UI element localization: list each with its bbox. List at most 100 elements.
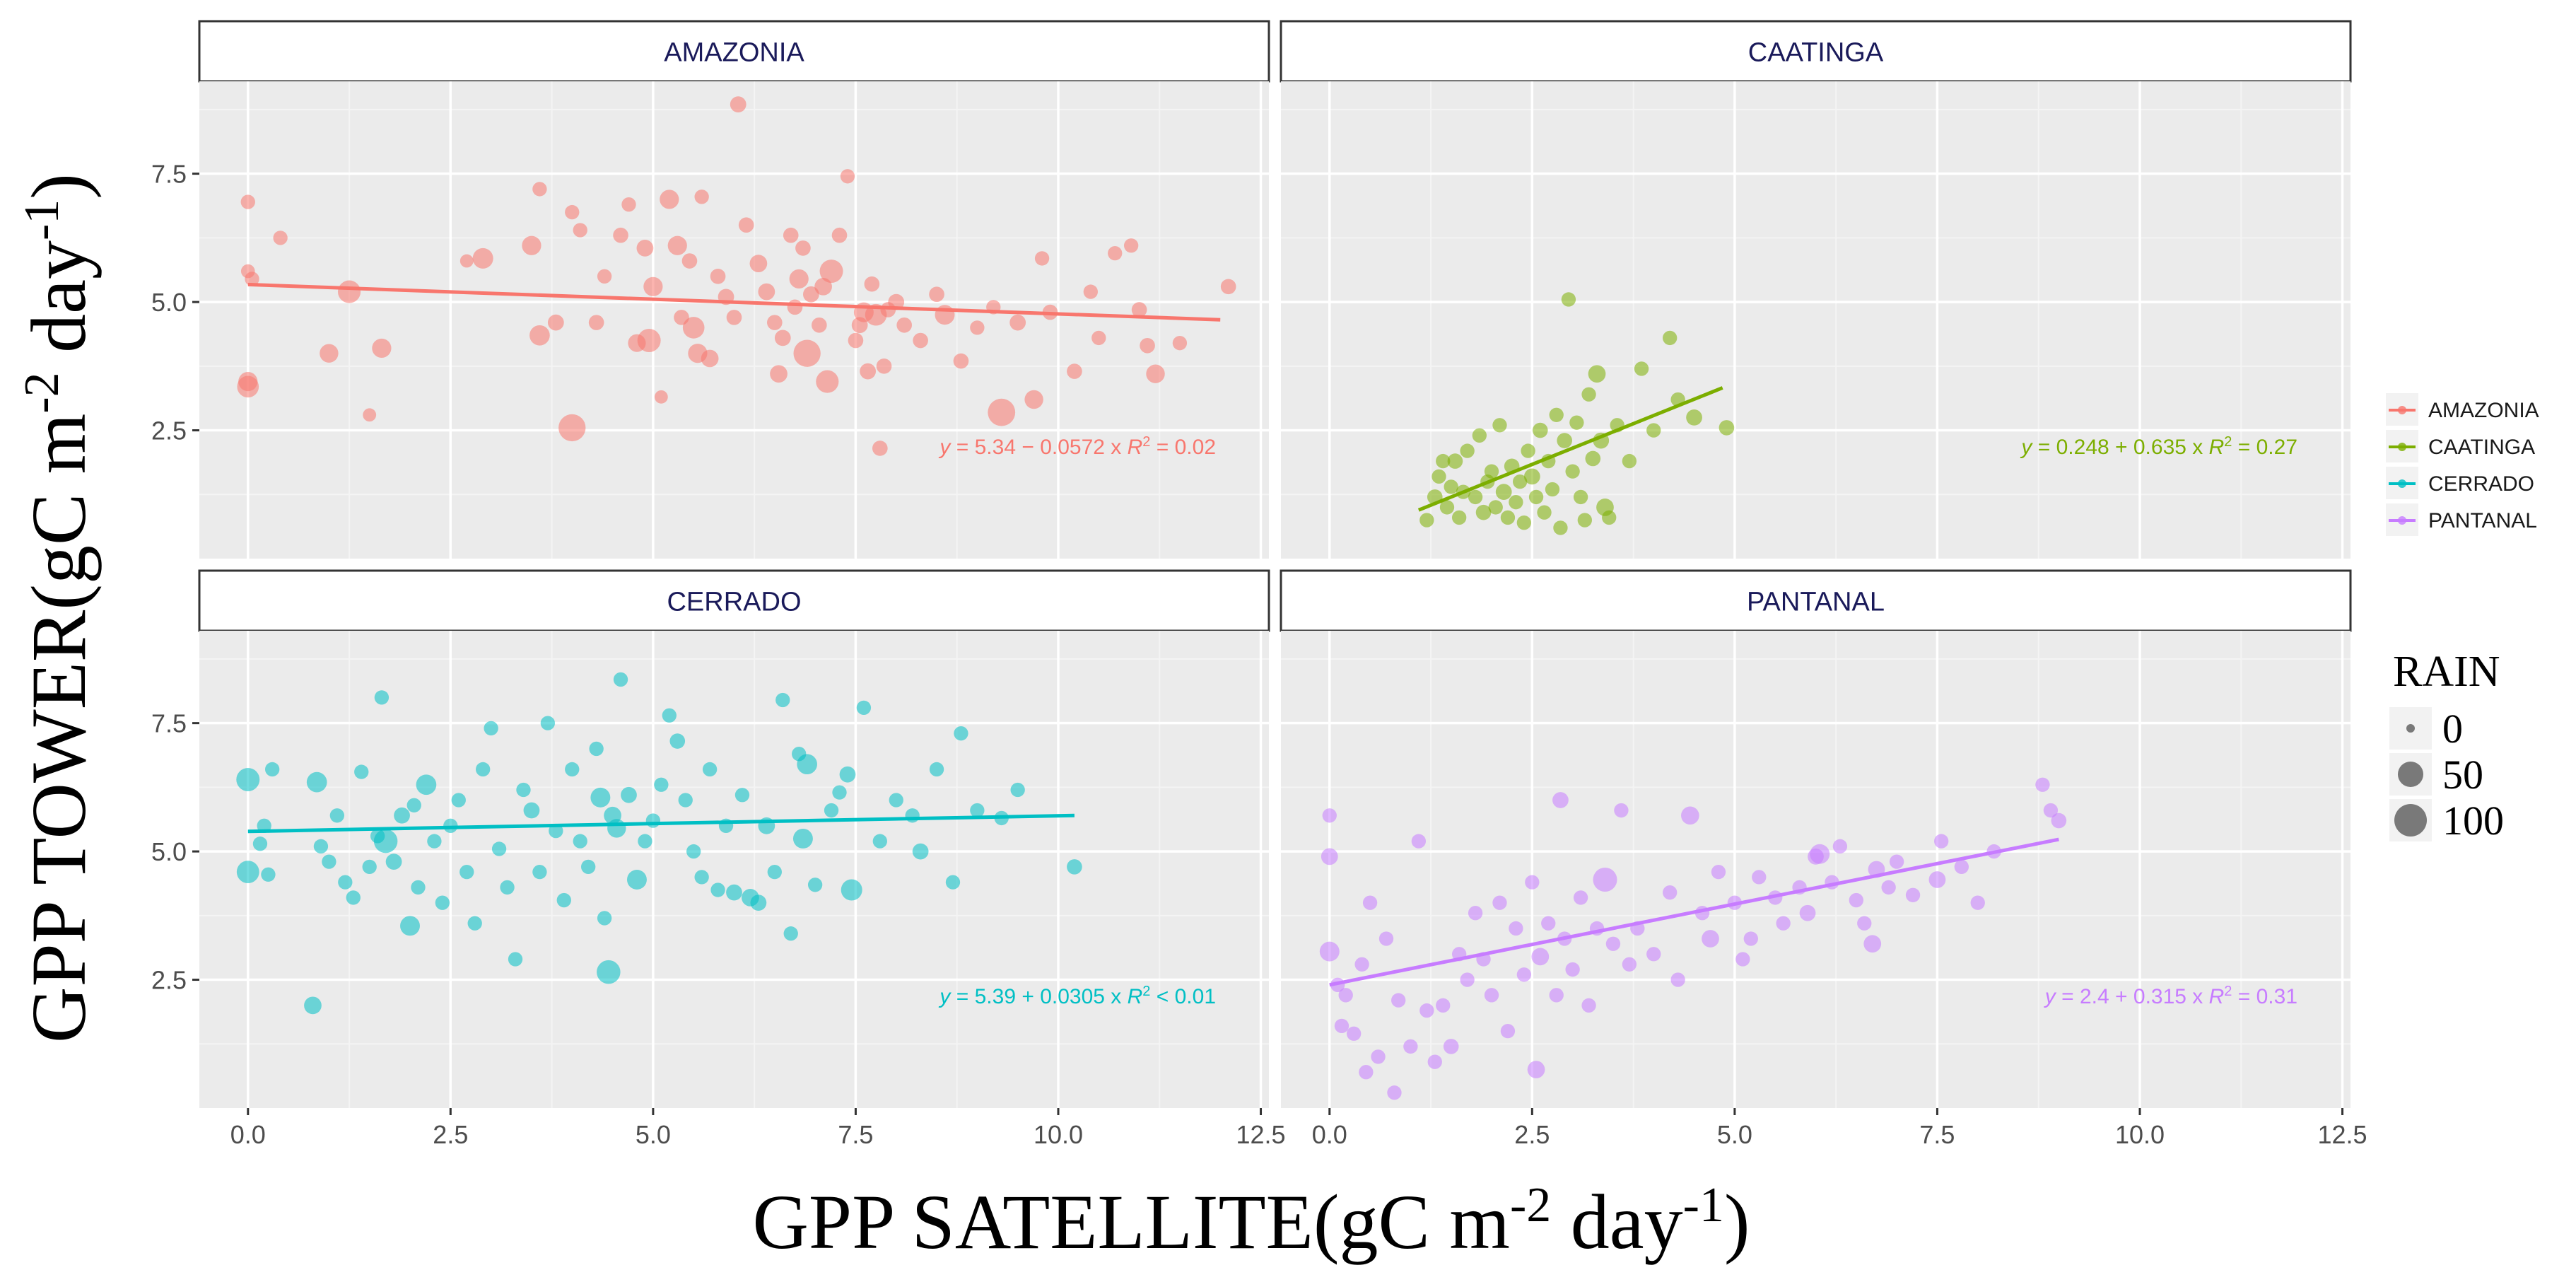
data-point: [1354, 957, 1369, 972]
panel-pantanal: PANTANAL 0.0 2.5 5.0 7.5 10.0 12.5 y = 2.4 + 0.…: [1280, 569, 2367, 1149]
y-axis-title-exp1: -2: [15, 372, 69, 413]
data-point: [1460, 443, 1475, 458]
x-axis-title: GPP SATELLITE(gC m-2 day-1): [752, 1178, 1750, 1266]
data-point: [767, 864, 782, 880]
y-tick-label: 7.5: [151, 709, 187, 738]
data-point: [1622, 453, 1637, 469]
x-tick-label: 5.0: [1717, 1120, 1752, 1149]
data-point: [682, 317, 705, 339]
data-point: [1436, 998, 1451, 1013]
x-axis-title-close: ): [1724, 1179, 1750, 1265]
data-point: [787, 299, 803, 315]
data-point: [1447, 453, 1463, 469]
data-point: [373, 829, 398, 853]
data-point: [1663, 330, 1678, 346]
data-point: [797, 754, 817, 775]
data-point: [523, 802, 540, 819]
data-point: [1484, 988, 1499, 1003]
size-legend-title: RAIN: [2393, 648, 2500, 696]
data-point: [406, 798, 421, 812]
data-point: [660, 190, 679, 209]
data-point: [1492, 895, 1507, 910]
data-point: [988, 398, 1016, 426]
data-point: [1492, 418, 1507, 433]
data-point: [1565, 464, 1580, 479]
data-point: [621, 197, 636, 212]
data-point: [860, 363, 877, 380]
data-point: [547, 314, 564, 331]
data-point: [654, 390, 668, 404]
y-tick-label: 2.5: [151, 416, 187, 445]
legend-entry-label: AMAZONIA: [2428, 399, 2539, 422]
data-point: [686, 844, 701, 859]
data-point: [694, 190, 709, 204]
data-point: [701, 349, 719, 368]
data-point: [1849, 892, 1863, 908]
x-tick-label: 7.5: [838, 1120, 873, 1149]
data-point: [1719, 420, 1735, 436]
data-point: [1468, 489, 1483, 505]
data-point: [565, 762, 580, 777]
panel-strip-label: CAATINGA: [1748, 38, 1884, 68]
data-point: [832, 785, 847, 800]
data-point: [573, 834, 587, 849]
data-point: [322, 854, 336, 869]
data-point: [1553, 520, 1568, 535]
data-point: [1495, 484, 1512, 501]
data-point: [1735, 952, 1750, 967]
y-tick-label: 2.5: [151, 966, 187, 995]
legend-key-point: [2398, 479, 2406, 488]
data-point: [2051, 812, 2067, 829]
data-point: [532, 182, 547, 197]
data-point: [1338, 988, 1353, 1003]
data-point: [1509, 921, 1523, 936]
equation-label: y = 0.248 + 0.635 x R2 = 0.27: [2020, 434, 2297, 459]
panel-strip-label: PANTANAL: [1747, 588, 1885, 617]
size-legend-label: 100: [2442, 798, 2504, 844]
data-point: [774, 330, 791, 346]
data-point: [1500, 1023, 1516, 1039]
data-point: [2043, 803, 2059, 818]
data-point: [1711, 864, 1726, 880]
data-point: [581, 859, 596, 875]
data-point: [549, 823, 563, 839]
x-tick-label: 0.0: [230, 1120, 266, 1149]
data-point: [730, 96, 747, 113]
data-point: [1140, 337, 1155, 354]
data-point: [638, 834, 652, 849]
data-point: [491, 841, 507, 856]
data-point: [1573, 890, 1588, 905]
data-point: [793, 339, 821, 367]
size-legend-circle: [2394, 804, 2427, 837]
data-point: [1531, 948, 1550, 966]
y-tick-label: 7.5: [151, 160, 187, 189]
legend: AMAZONIA CAATINGA CERRADO PANTANAL RAIN 05010…: [2386, 393, 2539, 844]
data-point: [1034, 251, 1050, 266]
data-point: [839, 766, 856, 783]
data-point: [1799, 904, 1816, 921]
data-point: [264, 762, 280, 777]
data-point: [1549, 988, 1564, 1003]
data-point: [240, 194, 255, 209]
data-point: [775, 692, 790, 708]
x-tick-label: 10.0: [2115, 1120, 2165, 1149]
data-point: [252, 837, 268, 851]
data-point: [816, 370, 839, 393]
y-tick-label: 5.0: [151, 837, 187, 866]
data-point: [484, 721, 498, 736]
data-point: [1419, 1003, 1434, 1018]
data-point: [1334, 1018, 1350, 1034]
equation-label: y = 2.4 + 0.315 x R2 = 0.31: [2044, 984, 2297, 1008]
data-point: [1452, 510, 1467, 525]
data-point: [738, 217, 754, 233]
x-axis-title-exp2: -1: [1683, 1178, 1724, 1233]
data-point: [1439, 500, 1455, 515]
data-point: [529, 325, 550, 346]
data-point: [1541, 916, 1556, 931]
panel-strip-label: CERRADO: [667, 588, 801, 617]
data-point: [236, 768, 260, 791]
data-point: [556, 892, 571, 908]
panel-strip: [198, 20, 1270, 83]
data-point: [841, 879, 862, 901]
data-point: [1523, 468, 1540, 485]
